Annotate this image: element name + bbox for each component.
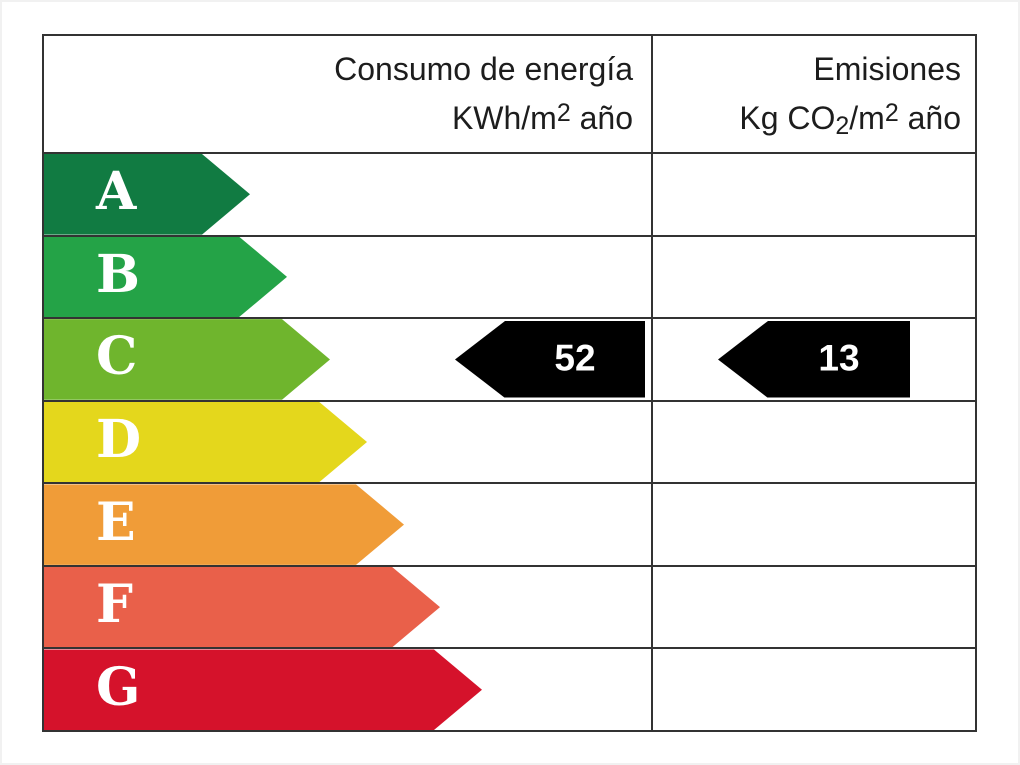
subscript-2: 2 bbox=[835, 112, 850, 141]
rating-row-e: E bbox=[44, 484, 975, 567]
emissions-value: 13 bbox=[818, 337, 860, 379]
rating-bar-g: G bbox=[44, 649, 482, 730]
emissions-header-title: Emisiones bbox=[813, 51, 961, 87]
rating-bar-a: A bbox=[44, 154, 250, 235]
consumption-header-unit: KWh/m2 año bbox=[451, 99, 633, 136]
consumption-header-title: Consumo de energía bbox=[334, 51, 633, 87]
rating-letter-g: G bbox=[96, 656, 141, 718]
rating-letter-e: E bbox=[96, 491, 136, 553]
rating-bar-e: E bbox=[44, 484, 404, 565]
rating-row-g: G bbox=[44, 649, 975, 731]
rating-letter-a: A bbox=[96, 161, 137, 223]
consumption-column-header: Consumo de energía KWh/m2 año bbox=[44, 36, 653, 152]
rating-row-a: A bbox=[44, 154, 975, 237]
rating-bar-f: F bbox=[44, 567, 440, 648]
rating-row-c: C 52 13 bbox=[44, 319, 975, 402]
consumption-value: 52 bbox=[554, 337, 596, 379]
rating-bar-c: C bbox=[44, 319, 330, 400]
superscript-2: 2 bbox=[556, 99, 571, 128]
consumption-value-arrow-icon: 52 bbox=[455, 320, 645, 398]
emissions-header-unit: Kg CO2/m2 año bbox=[739, 99, 961, 141]
rating-letter-f: F bbox=[96, 574, 133, 636]
rating-letter-b: B bbox=[96, 243, 140, 305]
superscript-2: 2 bbox=[884, 99, 899, 128]
energy-rating-table: Consumo de energía KWh/m2 año Emisiones … bbox=[42, 34, 977, 732]
emissions-value-arrow-icon: 13 bbox=[718, 320, 910, 398]
rating-letter-d: D bbox=[96, 409, 142, 471]
rating-row-b: B bbox=[44, 236, 975, 320]
rating-row-f: F bbox=[44, 566, 975, 650]
rating-bar-d: D bbox=[44, 402, 367, 483]
rating-letter-c: C bbox=[96, 326, 138, 388]
rating-row-d: D bbox=[44, 401, 975, 485]
emissions-column-header: Emisiones Kg CO2/m2 año bbox=[653, 36, 975, 152]
rating-bar-b: B bbox=[44, 237, 287, 318]
table-header-row: Consumo de energía KWh/m2 año Emisiones … bbox=[44, 36, 975, 154]
